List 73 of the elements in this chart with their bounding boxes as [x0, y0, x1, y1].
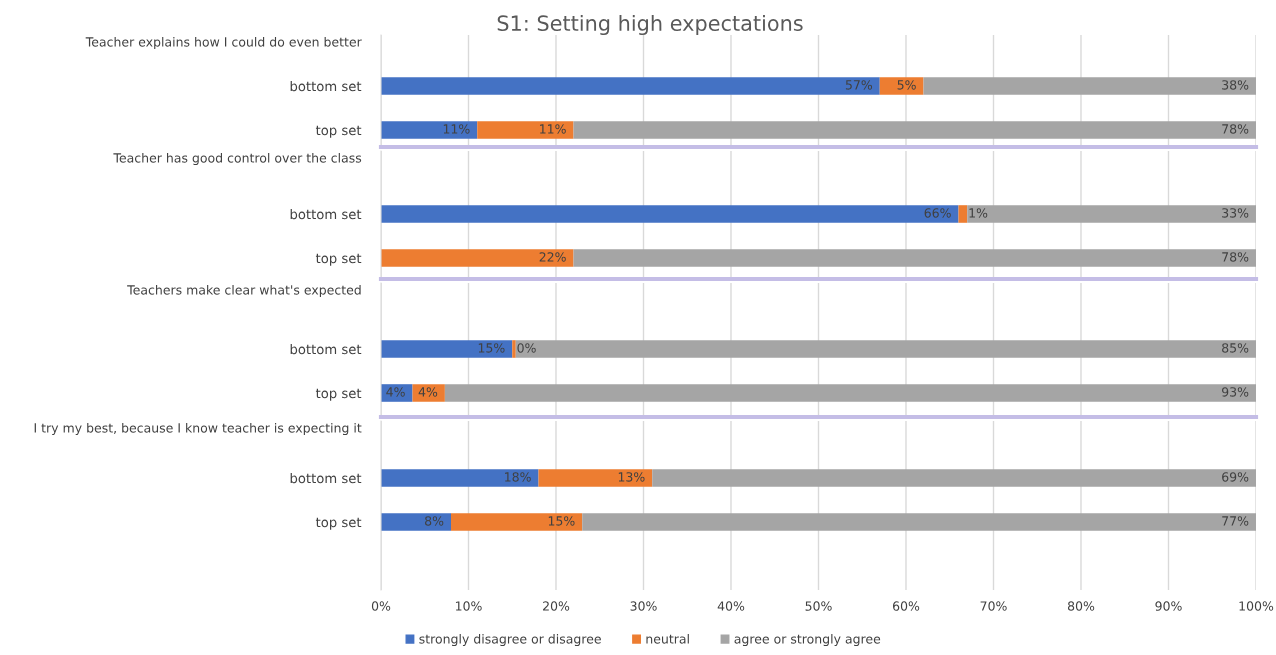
data-label: 13% [618, 472, 645, 482]
bar [381, 384, 413, 402]
text: I try my best, because I know teacher is expecting it [34, 422, 362, 436]
bar [515, 340, 1256, 358]
bar [923, 77, 1256, 95]
bar [381, 469, 539, 487]
data-label: 18% [505, 472, 531, 482]
x-tick-label: 50% [805, 601, 832, 611]
data-label: 15% [478, 343, 505, 353]
data-label: 93% [1222, 387, 1249, 397]
data-label: 4% [418, 387, 438, 397]
bar [451, 513, 583, 531]
bar [444, 384, 1256, 402]
bar [381, 513, 451, 531]
x-tick-label: 10% [455, 601, 482, 611]
x-tick-label: 100% [1239, 601, 1274, 611]
bar [512, 340, 516, 358]
data-label: 85% [1222, 343, 1249, 353]
x-tick-label: 20% [543, 601, 570, 611]
data-label: 11% [540, 124, 566, 134]
x-tick-label: 60% [892, 601, 920, 611]
data-label: 5% [897, 80, 916, 90]
data-label: 22% [539, 252, 566, 262]
bar [582, 513, 1256, 531]
x-tick-label: 30% [630, 601, 657, 611]
legend-label: strongly disagree or disagree [419, 633, 601, 647]
data-label: 78% [1222, 252, 1249, 262]
bar [381, 77, 880, 95]
data-label: 77% [1222, 516, 1249, 526]
y-tick-label: bottom set [290, 343, 362, 355]
bar [958, 205, 968, 223]
text: Teachers make clear what's expected [127, 284, 361, 298]
y-tick-label: top set [315, 253, 362, 266]
data-label: 69% [1222, 472, 1249, 482]
x-tick-label: 40% [717, 601, 745, 611]
bar [381, 121, 478, 139]
y-tick-label: bottom set [290, 472, 362, 484]
data-label: 8% [425, 516, 444, 526]
data-label: 1% [969, 208, 988, 218]
bar [381, 249, 574, 267]
bar [538, 469, 653, 487]
y-tick-label: bottom set [290, 208, 362, 220]
data-label: 0% [517, 343, 536, 353]
data-label: 38% [1222, 80, 1249, 90]
y-tick-label: top set [315, 388, 362, 401]
bar [381, 205, 959, 223]
text: Teacher has good control over the class [113, 152, 362, 166]
chart-title: S1: Setting high expectations [497, 14, 803, 36]
data-label: 66% [924, 208, 951, 218]
y-tick-label: top set [315, 125, 362, 138]
bar [573, 249, 1256, 267]
bar [412, 384, 445, 402]
bar [573, 121, 1256, 139]
data-label: 4% [386, 387, 405, 397]
bar [381, 340, 513, 358]
text: Teacher explains how I could do even better [85, 36, 362, 50]
x-tick-label: 90% [1155, 601, 1182, 611]
data-label: 11% [443, 124, 470, 134]
bar [652, 469, 1256, 487]
data-label: 33% [1222, 208, 1249, 218]
y-tick-label: top set [315, 517, 362, 530]
x-tick-label: 80% [1067, 601, 1095, 611]
legend-label: agree or strongly agree [734, 633, 881, 647]
bar [967, 205, 1256, 223]
y-tick-label: bottom set [290, 80, 362, 92]
x-tick-label: 0% [371, 601, 391, 611]
data-label: 78% [1222, 124, 1249, 134]
bar [477, 121, 574, 139]
x-tick-label: 70% [980, 601, 1007, 611]
bar [879, 77, 924, 95]
legend-label: neutral [646, 633, 689, 644]
data-label: 57% [845, 80, 873, 90]
data-label: 15% [548, 516, 575, 526]
